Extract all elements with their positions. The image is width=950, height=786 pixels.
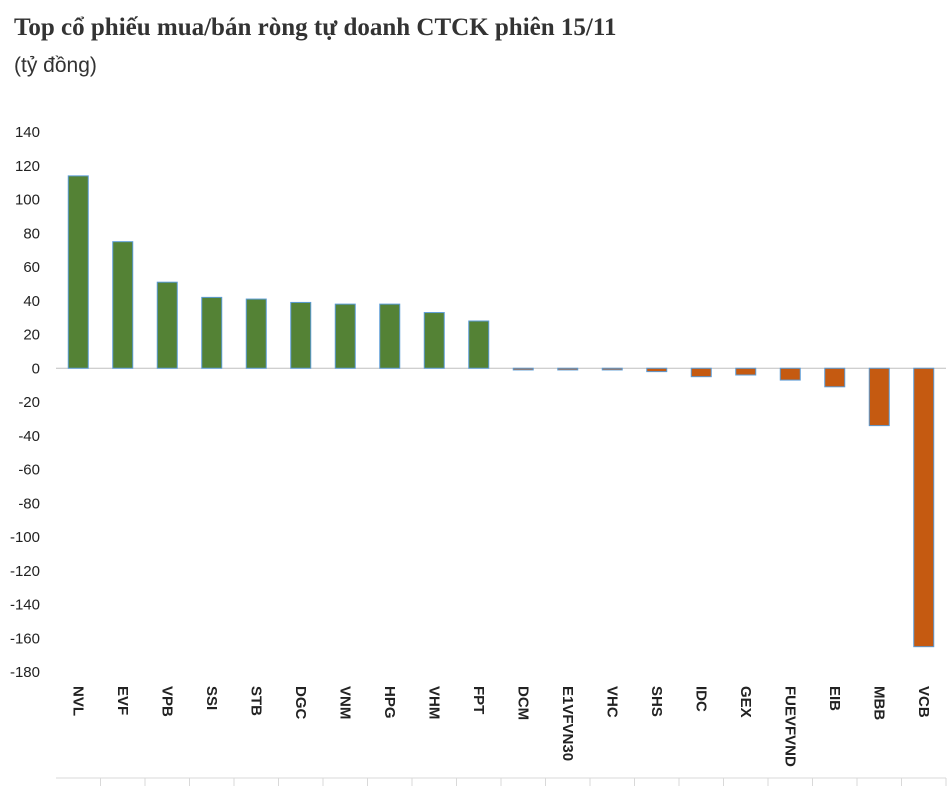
x-category-label: VCB: [915, 686, 932, 718]
y-tick-label: -180: [10, 664, 40, 681]
bar-vhc: [601, 367, 623, 371]
y-tick-label: -20: [18, 394, 40, 411]
bar-idc: [690, 367, 712, 378]
bar-e1vfvn30: [557, 367, 579, 371]
x-category-label: HPG: [381, 686, 398, 719]
x-category-label: EIB: [826, 686, 843, 711]
bar-ssi: [201, 296, 223, 369]
chart-title: Top cổ phiếu mua/bán ròng tự doanh CTCK …: [14, 14, 617, 41]
x-category-label: VHM: [425, 686, 442, 719]
bar-vhm: [423, 312, 445, 369]
y-tick-label: -60: [18, 462, 40, 479]
y-tick-label: 100: [15, 192, 40, 209]
y-tick-label: -140: [10, 597, 40, 614]
x-category-label: GEX: [737, 686, 754, 718]
bar-eib: [824, 367, 846, 388]
bar-hpg: [379, 303, 401, 369]
x-category-label: DCM: [514, 686, 531, 720]
bars-group: [67, 175, 935, 648]
y-tick-label: -80: [18, 495, 40, 512]
y-tick-label: 140: [15, 124, 40, 141]
x-category-label: FPT: [470, 686, 487, 714]
bar-mbb: [868, 367, 890, 427]
bar-evf: [112, 241, 134, 369]
y-tick-label: -100: [10, 529, 40, 546]
x-category-label: VPB: [158, 686, 175, 717]
bar-gex: [735, 367, 757, 376]
y-axis: 140 120 100 80 60 40 20 0 -20 -40 -60 -80 -100 -120 -1…: [10, 124, 946, 681]
y-tick-label: -120: [10, 563, 40, 580]
bar-vnm: [334, 303, 356, 369]
y-tick-label: -160: [10, 630, 40, 647]
bar-dgc: [290, 301, 312, 369]
x-category-label: FUEVFVND: [781, 686, 798, 767]
y-tick-label: 80: [23, 225, 40, 242]
chart-subtitle: (tỷ đồng): [14, 54, 97, 77]
y-tick-label: 0: [32, 360, 40, 377]
x-category-label: NVL: [69, 686, 86, 716]
bar-fpt: [468, 320, 490, 369]
y-tick-label: 40: [23, 293, 40, 310]
bar-nvl: [67, 175, 89, 369]
x-category-label: DGC: [292, 686, 309, 720]
y-tick-label: -40: [18, 428, 40, 445]
x-category-label: SSI: [203, 686, 220, 710]
y-tick-label: 120: [15, 158, 40, 175]
bar-fuevfvnd: [779, 367, 801, 381]
x-category-label: IDC: [692, 686, 709, 712]
x-axis: NVL EVF VPB SSI STB DGC VNM HPG VHM FPT DCM E1VFVN3…: [56, 686, 947, 786]
bar-shs: [646, 367, 668, 373]
x-category-label: EVF: [114, 686, 131, 715]
x-category-label: STB: [247, 686, 264, 716]
bar-stb: [245, 298, 267, 369]
bar-dcm: [512, 367, 534, 371]
x-category-label: VHC: [603, 686, 620, 718]
y-tick-label: 20: [23, 327, 40, 344]
bar-vpb: [156, 281, 178, 369]
y-tick-label: 60: [23, 259, 40, 276]
bar-vcb: [913, 367, 935, 648]
x-category-label: MBB: [870, 686, 887, 720]
x-category-label: E1VFVN30: [559, 686, 576, 761]
x-category-label: SHS: [648, 686, 665, 717]
x-category-label: VNM: [336, 686, 353, 719]
